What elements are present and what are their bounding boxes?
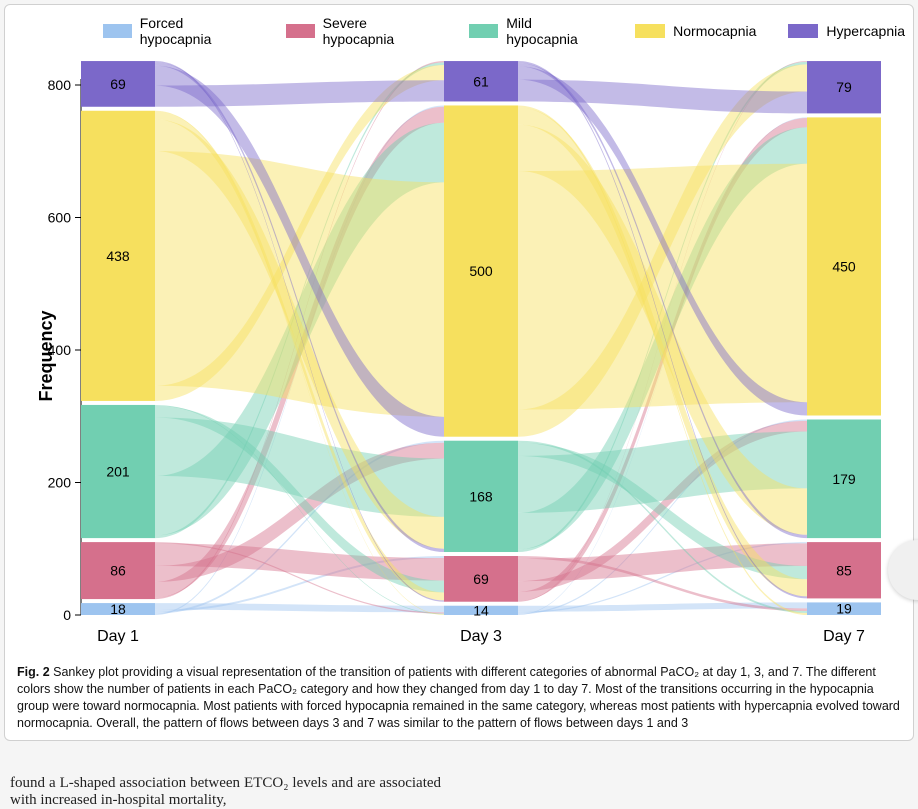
legend-item-mild: Mild hypocapnia [469,15,603,47]
bar-value-d3-mild: 168 [469,488,493,504]
body-col-left: found a L-shaped association between ETC… [10,775,353,791]
bar-value-d7-severe: 85 [836,562,852,578]
svg-text:200: 200 [48,475,72,491]
bar-value-d3-hyper: 61 [473,73,489,89]
bar-value-d7-hyper: 79 [836,79,852,95]
bar-value-d3-severe: 69 [473,571,489,587]
legend-swatch-forced [103,24,132,38]
bar-value-d3-forced: 14 [473,602,489,618]
bar-value-d7-normo: 450 [832,258,856,274]
figure-caption: Fig. 2 Sankey plot providing a visual re… [13,658,905,732]
bar-value-d3-normo: 500 [469,263,493,279]
bar-value-d1-forced: 18 [110,601,126,617]
legend-swatch-hyper [788,24,818,38]
x-tick-d7: Day 7 [823,628,865,645]
legend-label-hyper: Hypercapnia [826,23,905,39]
caption-text: Sankey plot providing a visual represent… [17,665,900,730]
legend-label-normo: Normocapnia [673,23,756,39]
legend-label-severe: Severe hypocapnia [323,15,438,47]
legend-label-forced: Forced hypocapnia [140,15,254,47]
legend-label-mild: Mild hypocapnia [506,15,603,47]
legend-item-forced: Forced hypocapnia [103,15,254,47]
x-tick-d1: Day 1 [97,628,139,645]
bar-value-d1-severe: 86 [110,563,126,579]
bar-value-d1-hyper: 69 [110,76,126,92]
body-text-snippet: found a L-shaped association between ETC… [0,745,918,809]
svg-text:600: 600 [48,210,72,226]
legend-item-normo: Normocapnia [635,23,756,39]
legend-item-severe: Severe hypocapnia [286,15,438,47]
bar-value-d7-forced: 19 [836,601,852,617]
svg-text:800: 800 [48,77,72,93]
chart-area: Frequency 0200400600800188620143869Day 1… [13,53,905,658]
legend-swatch-mild [469,24,498,38]
bar-value-d7-mild: 179 [832,471,856,487]
y-axis-label: Frequency [36,310,57,401]
sankey-svg: 0200400600800188620143869Day 11469168500… [13,53,893,653]
figure-card: Forced hypocapnia Severe hypocapnia Mild h… [4,4,914,741]
bar-value-d1-mild: 201 [106,464,130,480]
legend-item-hyper: Hypercapnia [788,23,905,39]
legend-swatch-normo [635,24,665,38]
caption-lead: Fig. 2 [17,665,50,679]
legend: Forced hypocapnia Severe hypocapnia Mild h… [13,9,905,53]
x-tick-d3: Day 3 [460,628,502,645]
svg-text:0: 0 [63,607,71,623]
bar-value-d1-normo: 438 [106,248,130,264]
flow [518,164,807,410]
legend-swatch-severe [286,24,315,38]
